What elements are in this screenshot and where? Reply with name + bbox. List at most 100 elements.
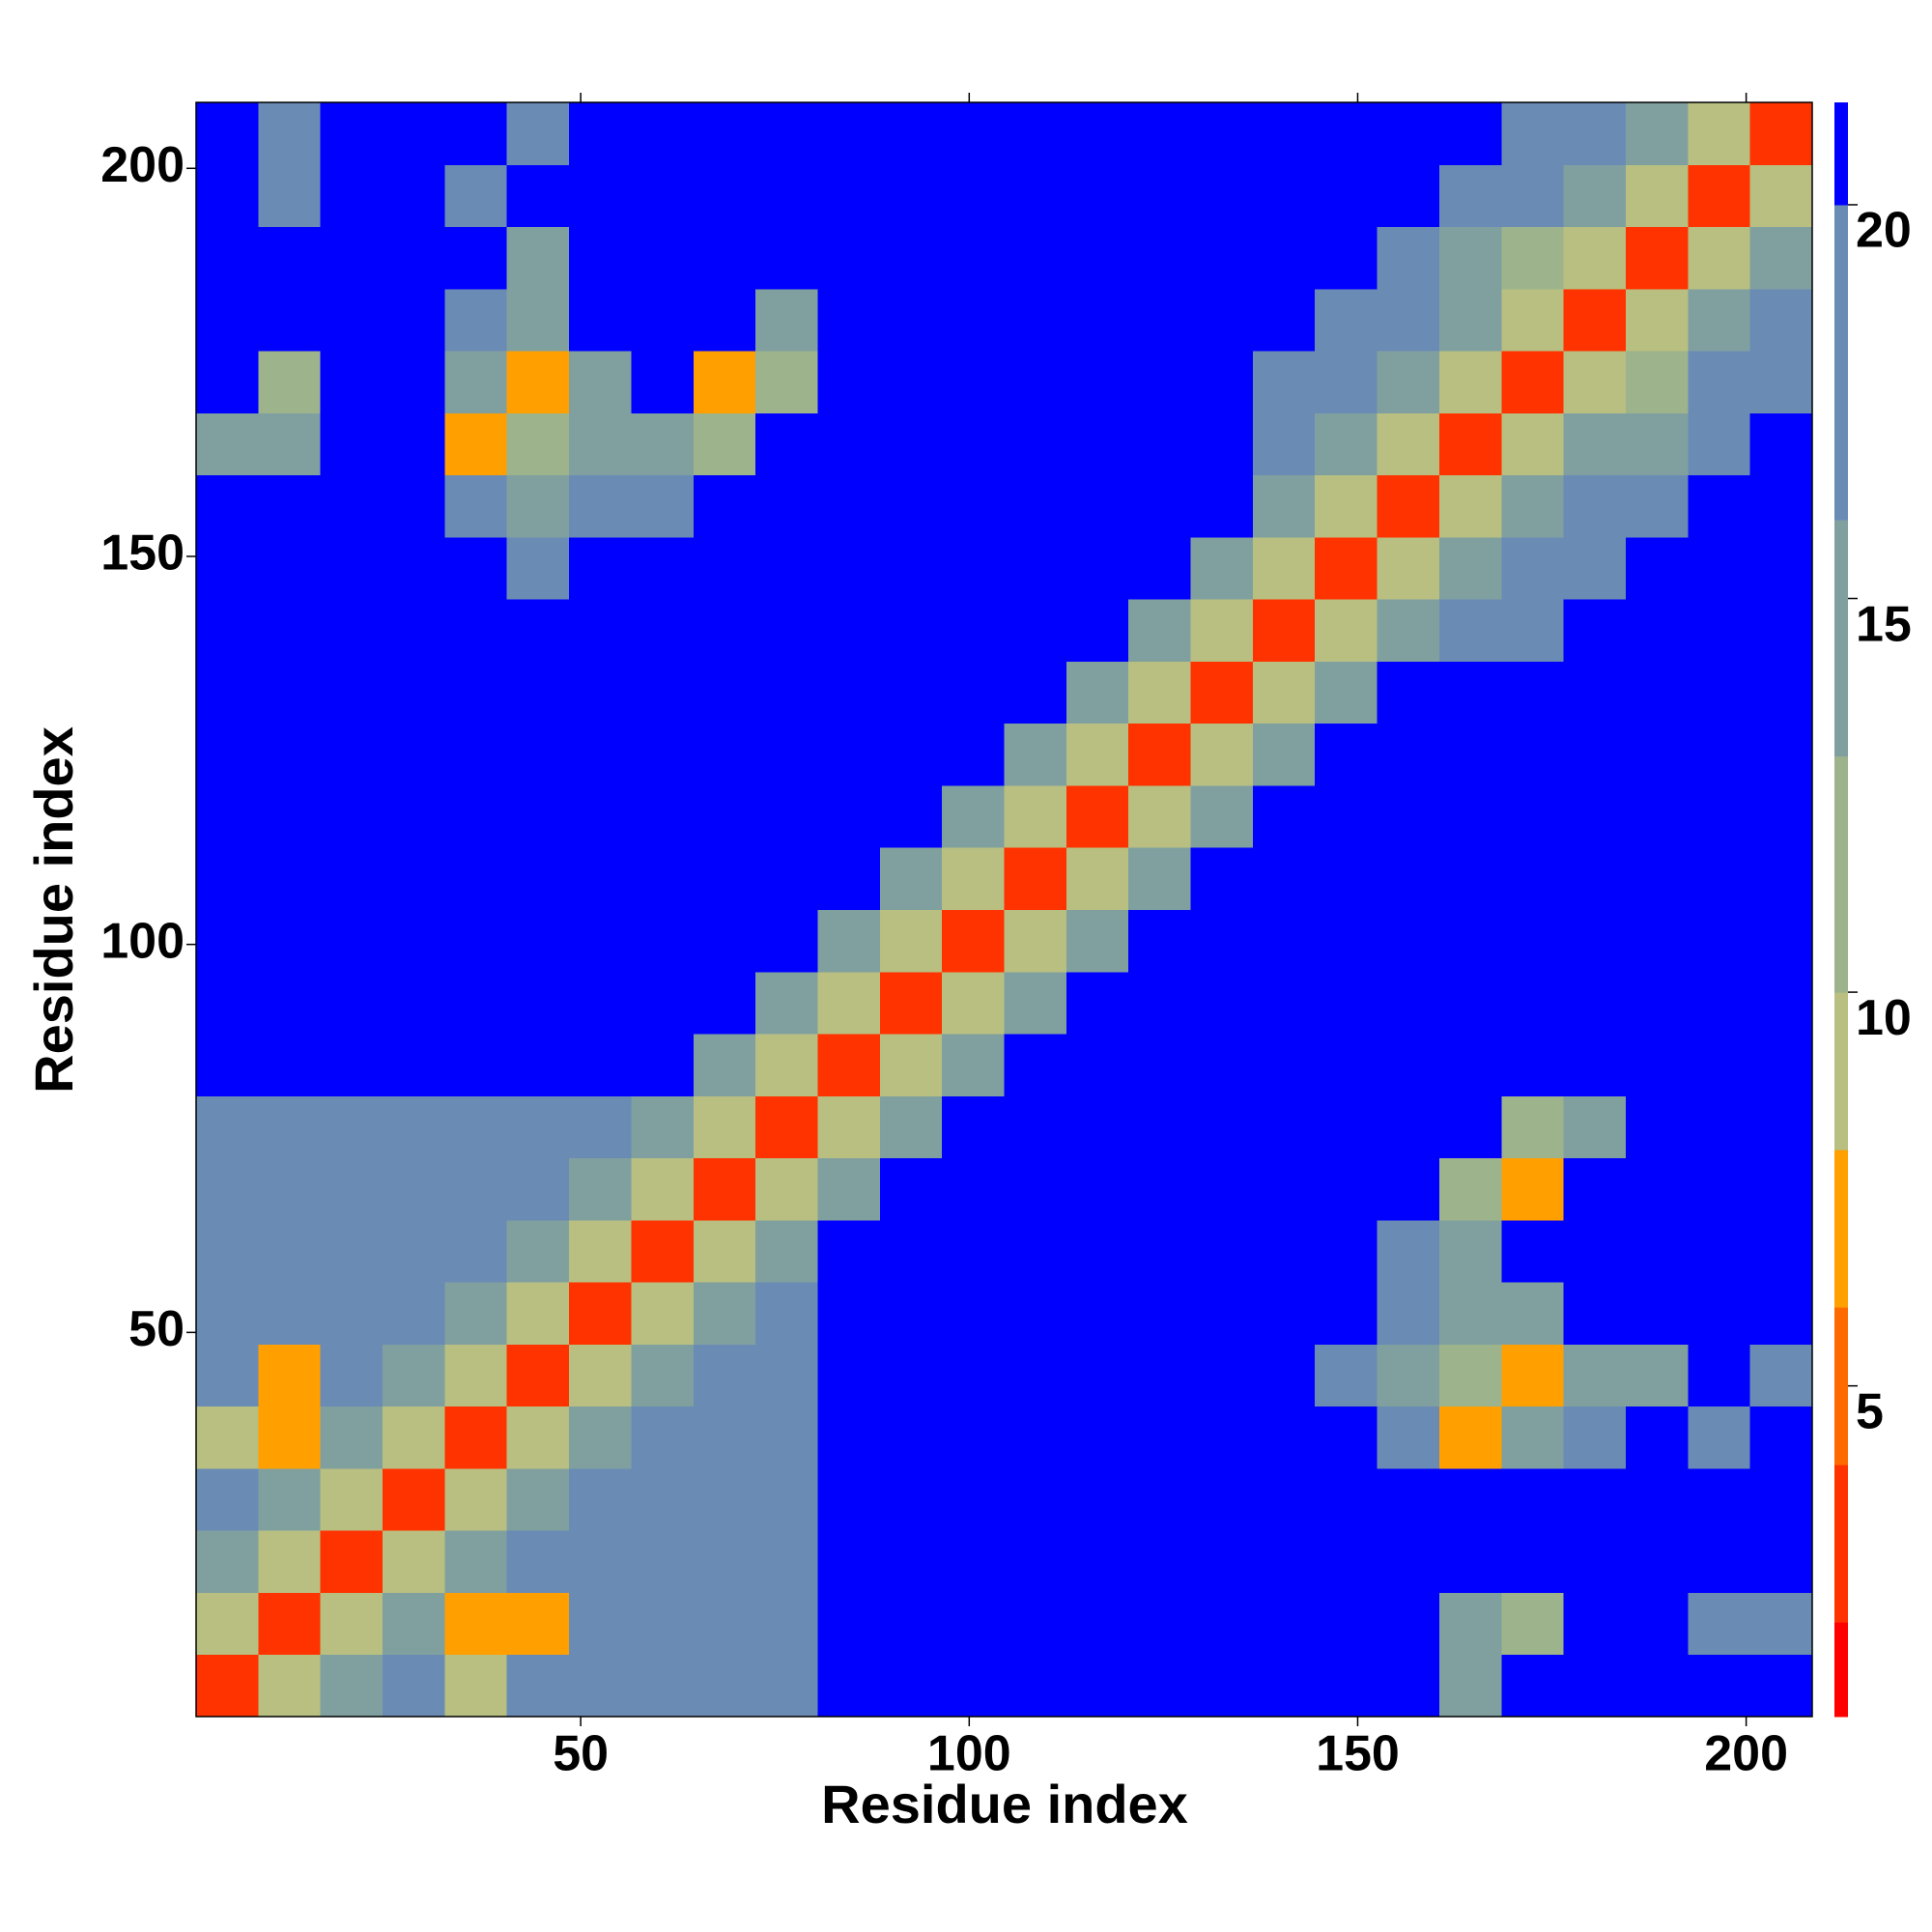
heatmap-cell (1004, 536, 1067, 600)
heatmap-cell (817, 1219, 881, 1283)
heatmap-cell (1438, 351, 1502, 413)
heatmap-cell (755, 1282, 818, 1345)
heatmap-cell (942, 1282, 1005, 1345)
heatmap-cell (196, 599, 259, 662)
heatmap-cell (1128, 661, 1192, 724)
heatmap-cell (631, 1530, 695, 1593)
heatmap-cell (444, 1095, 508, 1159)
heatmap-cell (1438, 164, 1502, 228)
heatmap-cell (755, 1219, 818, 1283)
heatmap-cell (258, 1406, 322, 1469)
heatmap-cell (1004, 1654, 1067, 1718)
heatmap-cell (569, 909, 632, 973)
heatmap-cell (1065, 288, 1129, 352)
heatmap-cell (1128, 599, 1192, 662)
heatmap-cell (1501, 1530, 1565, 1593)
heatmap-cell (879, 847, 943, 910)
heatmap-cell (1190, 1654, 1254, 1718)
heatmap-cell (1315, 1592, 1378, 1656)
heatmap-cell (1501, 971, 1565, 1035)
heatmap-cell (942, 1157, 1005, 1221)
heatmap-cell (693, 474, 756, 538)
heatmap-cell (1190, 1219, 1254, 1283)
heatmap-cell (817, 1592, 881, 1656)
heatmap-cell (879, 1592, 943, 1656)
heatmap-cell (1625, 1654, 1689, 1718)
heatmap-cell (1501, 474, 1565, 538)
heatmap-cell (942, 847, 1005, 910)
heatmap-cell (1749, 536, 1813, 600)
heatmap-cell (444, 102, 508, 165)
heatmap-cell (1315, 661, 1378, 724)
heatmap-cell (755, 102, 818, 165)
heatmap-cell (444, 1592, 508, 1656)
heatmap-cell (631, 1406, 695, 1469)
heatmap-cell (506, 474, 570, 538)
heatmap-cell (1190, 1467, 1254, 1531)
heatmap-cell (1563, 536, 1627, 600)
heatmap-cell (942, 102, 1005, 165)
heatmap-cell (693, 661, 756, 724)
heatmap-cell (879, 723, 943, 786)
heatmap-cell (258, 474, 322, 538)
heatmap-cell (879, 536, 943, 600)
heatmap-cell (196, 1095, 259, 1159)
heatmap-cell (1563, 1467, 1627, 1531)
colorbar-segment (1834, 102, 1848, 206)
colorbar-segment (1834, 755, 1848, 993)
heatmap-cell (1190, 723, 1254, 786)
heatmap-cell (1501, 351, 1565, 413)
heatmap-cell (320, 1219, 384, 1283)
heatmap-cell (1190, 1095, 1254, 1159)
heatmap-cell (444, 599, 508, 662)
heatmap-cell (196, 164, 259, 228)
heatmap-cell (1625, 226, 1689, 290)
heatmap-cell (1563, 847, 1627, 910)
heatmap-cell (1128, 1034, 1192, 1096)
heatmap-cell (817, 784, 881, 848)
heatmap-cell (383, 847, 445, 910)
heatmap-cell (755, 599, 818, 662)
heatmap-cell (1377, 226, 1440, 290)
heatmap-cell (1688, 1406, 1751, 1469)
heatmap-cell (1501, 723, 1565, 786)
heatmap-cell (1252, 1406, 1316, 1469)
heatmap-cell (1563, 723, 1627, 786)
heatmap-cell (693, 909, 756, 973)
heatmap-cell (1563, 102, 1627, 165)
heatmap-cell (1315, 1034, 1378, 1096)
heatmap-cell (1625, 412, 1689, 476)
heatmap-cell (879, 1530, 943, 1593)
heatmap-cell (1128, 1157, 1192, 1221)
heatmap-cell (817, 723, 881, 786)
heatmap-cell (320, 599, 384, 662)
heatmap-cell (1688, 1344, 1751, 1407)
heatmap-cell (1377, 1654, 1440, 1718)
heatmap-cell (320, 784, 384, 848)
heatmap-cell (1563, 1219, 1627, 1283)
heatmap-cell (1501, 1406, 1565, 1469)
heatmap-cell (1377, 1467, 1440, 1531)
heatmap-cell (631, 226, 695, 290)
heatmap-cell (1190, 1530, 1254, 1593)
heatmap-cell (1749, 909, 1813, 973)
heatmap-cell (1315, 474, 1378, 538)
heatmap-cell (196, 1034, 259, 1096)
heatmap-cell (1377, 1282, 1440, 1345)
heatmap-cell (1004, 971, 1067, 1035)
heatmap-cell (693, 412, 756, 476)
heatmap-cell (1128, 723, 1192, 786)
heatmap-cell (1065, 1157, 1129, 1221)
heatmap-cell (1190, 847, 1254, 910)
heatmap-cell (569, 723, 632, 786)
heatmap-cell (1128, 412, 1192, 476)
heatmap-cell (755, 1344, 818, 1407)
heatmap-cell (1749, 661, 1813, 724)
heatmap-cell (320, 1157, 384, 1221)
heatmap-cell (1625, 723, 1689, 786)
heatmap-cell (1563, 412, 1627, 476)
heatmap-cell (1377, 102, 1440, 165)
heatmap-cell (569, 1467, 632, 1531)
heatmap-cell (196, 971, 259, 1035)
heatmap-cell (1501, 412, 1565, 476)
